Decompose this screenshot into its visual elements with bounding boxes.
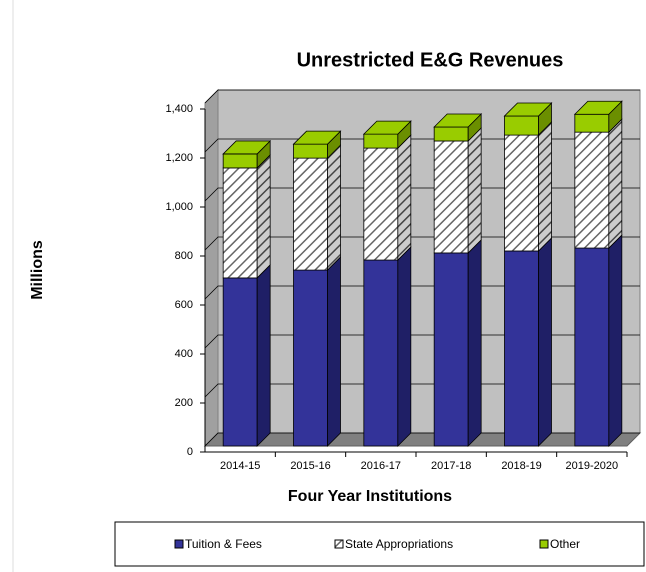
bar-front — [293, 157, 328, 271]
y-axis-label: Millions — [29, 240, 46, 300]
bar-segment — [222, 263, 271, 447]
bar-segment — [363, 246, 412, 447]
x-tick-label: 2016-17 — [361, 460, 401, 472]
bar-side — [327, 144, 341, 272]
bar-segment — [504, 121, 552, 252]
legend-label: Tuition & Fees — [185, 537, 262, 551]
bar-segment — [222, 139, 272, 169]
bar-top — [362, 120, 412, 135]
bar-segment — [573, 100, 623, 134]
bar-top — [573, 100, 623, 115]
bar-side — [538, 237, 552, 447]
legend — [114, 521, 645, 567]
bar-segment — [292, 130, 342, 160]
x-tick-label: 2019-2020 — [566, 460, 619, 472]
grid-line — [204, 432, 640, 447]
bar-front — [433, 252, 469, 447]
legend-swatch — [174, 539, 184, 549]
grid-line — [204, 334, 640, 349]
bar-segment — [503, 102, 553, 137]
bar-front — [504, 115, 539, 136]
bar-front — [293, 143, 328, 159]
bar-front — [363, 259, 399, 447]
legend-label: Other — [550, 537, 580, 551]
bar-side — [397, 134, 412, 262]
bar-front — [574, 247, 610, 447]
bar-front — [574, 113, 610, 133]
legend-swatch — [539, 539, 549, 549]
y-tick-label: 1,000 — [165, 201, 193, 213]
y-tick-label: 600 — [175, 299, 193, 311]
bar-side — [608, 234, 623, 447]
bar-side — [467, 238, 482, 447]
bar-side — [608, 118, 623, 250]
grid-line — [204, 383, 640, 398]
bar-front — [504, 134, 539, 252]
bar-segment — [293, 144, 341, 272]
x-axis-label: Four Year Institutions — [288, 488, 452, 505]
plot-area — [203, 88, 642, 448]
bar-segment — [574, 118, 623, 250]
bar-segment — [433, 238, 482, 447]
bar-front — [222, 153, 258, 169]
bar-side — [538, 121, 552, 252]
bar-front — [363, 147, 399, 261]
y-tick-label: 1,200 — [165, 152, 193, 164]
bar-front — [433, 126, 469, 142]
y-tick-label: 400 — [175, 348, 193, 360]
bar-top — [503, 102, 553, 117]
bar-front — [504, 250, 539, 447]
bar-side — [327, 256, 341, 447]
bar-top — [433, 113, 483, 128]
bar-side — [467, 127, 482, 254]
legend-label: State Appropriations — [345, 537, 453, 551]
bar-front — [222, 167, 258, 279]
bar-front — [363, 133, 399, 149]
y-tick-label: 200 — [175, 397, 193, 409]
y-tick-label: 0 — [187, 446, 193, 458]
bar-front — [222, 277, 258, 447]
x-tick-label: 2018-19 — [501, 460, 541, 472]
bar-top — [222, 140, 272, 155]
bar-front — [433, 140, 469, 254]
y-tick-label: 1,400 — [165, 103, 193, 115]
y-tick-label: 800 — [175, 250, 193, 262]
grid-line — [204, 138, 640, 153]
bar-segment — [504, 237, 552, 447]
x-tick-label: 2015-16 — [290, 460, 330, 472]
bar-top — [292, 130, 342, 145]
bar-segment — [222, 153, 271, 279]
grid-line — [204, 89, 640, 104]
bar-side — [256, 153, 271, 279]
bar-segment — [293, 256, 341, 447]
bar-segment — [363, 134, 412, 262]
grid-line — [204, 236, 640, 251]
bar-front — [293, 269, 328, 447]
x-tick-label: 2017-18 — [431, 460, 471, 472]
bar-front — [574, 131, 610, 249]
bar-segment — [574, 234, 623, 447]
grid-line — [204, 187, 640, 202]
legend-swatch — [334, 539, 344, 549]
bar-side — [256, 263, 271, 447]
bar-segment — [433, 127, 482, 254]
side-wall — [204, 88, 219, 448]
bar-segment — [362, 120, 412, 150]
bar-segment — [433, 113, 483, 142]
bar-side — [397, 246, 412, 447]
chart-title: Unrestricted E&G Revenues — [297, 49, 564, 71]
x-tick-label: 2014-15 — [220, 460, 260, 472]
grid-line — [204, 285, 640, 300]
